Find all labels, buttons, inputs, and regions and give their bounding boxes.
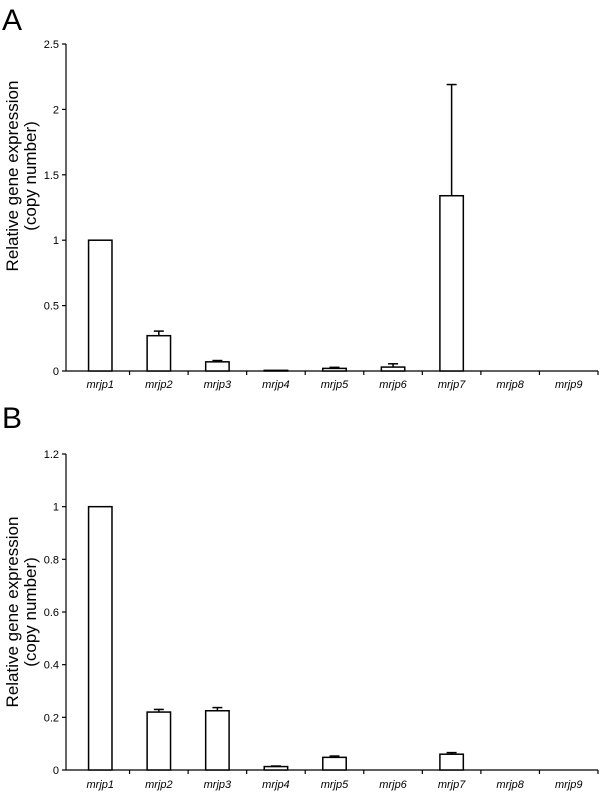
category-label-mrjp6: mrjp6 <box>379 779 407 791</box>
y-tick-label: 0.5 <box>44 301 59 313</box>
category-label-mrjp8: mrjp8 <box>496 779 524 791</box>
y-tick-label: 0.8 <box>44 554 59 566</box>
category-label-mrjp7: mrjp7 <box>438 379 466 391</box>
category-label-mrjp5: mrjp5 <box>321 379 349 391</box>
y-tick-label: 0 <box>53 765 59 777</box>
bar-mrjp2 <box>146 711 172 771</box>
y-tick-label: 2.5 <box>44 39 59 51</box>
y-tick-label: 0.6 <box>44 607 59 619</box>
bar-mrjp3 <box>204 710 230 771</box>
bar-mrjp5 <box>322 756 347 771</box>
bar-mrjp4 <box>263 765 289 771</box>
category-label-mrjp8: mrjp8 <box>496 379 524 391</box>
y-tick-label: 1.5 <box>44 170 59 182</box>
category-label-mrjp2: mrjp2 <box>145 779 173 791</box>
y-tick-label: 0.2 <box>44 712 59 724</box>
panel-a-chart: A 0 0.5 1 1.5 2 2.5 mrjp1 mrjp2 mrjp3 mrjp4 mrjp5 m… <box>2 4 599 391</box>
y-tick-label: 1.2 <box>44 449 59 461</box>
bar-mrjp7 <box>439 194 465 372</box>
category-label-mrjp9: mrjp9 <box>555 379 583 391</box>
panel-a-label: A <box>2 4 22 37</box>
category-label-mrjp3: mrjp3 <box>204 379 232 391</box>
category-label-mrjp9: mrjp9 <box>555 779 583 791</box>
bar-mrjp1 <box>87 505 113 771</box>
y-axis-title-line: (copy number) <box>21 557 40 667</box>
category-label-mrjp2: mrjp2 <box>145 379 173 391</box>
y-tick-label: 2 <box>53 104 59 116</box>
bar-mrjp2 <box>146 334 172 372</box>
bar-mrjp3 <box>204 361 230 372</box>
category-label-mrjp7: mrjp7 <box>438 779 466 791</box>
category-label-mrjp6: mrjp6 <box>379 379 407 391</box>
category-label-mrjp4: mrjp4 <box>262 779 290 791</box>
panel-b-label: B <box>2 402 22 435</box>
category-label-mrjp5: mrjp5 <box>321 779 349 791</box>
y-axis-title-line: Relative gene expression <box>3 517 22 708</box>
bar-mrjp6 <box>380 366 406 372</box>
y-axis-title-line: Relative gene expression <box>3 81 22 272</box>
bar-mrjp5 <box>322 367 347 372</box>
y-tick-label: 1 <box>53 235 59 247</box>
category-label-mrjp4: mrjp4 <box>262 379 290 391</box>
bar-mrjp1 <box>87 239 113 372</box>
y-tick-label: 0.4 <box>44 660 59 672</box>
y-axis-title-line: (copy number) <box>21 121 40 231</box>
category-label-mrjp3: mrjp3 <box>204 779 232 791</box>
y-tick-label: 0 <box>53 366 59 378</box>
bar-mrjp7 <box>439 753 465 771</box>
y-tick-label: 1 <box>53 502 59 514</box>
panel-b-chart: B 0 0.2 0.4 0.6 0.8 1 1.2 mrjp1 mrjp2 mrjp3 mrjp4 m… <box>2 402 599 791</box>
category-label-mrjp1: mrjp1 <box>87 379 115 391</box>
category-label-mrjp1: mrjp1 <box>87 779 115 791</box>
bar-mrjp4 <box>263 369 289 372</box>
